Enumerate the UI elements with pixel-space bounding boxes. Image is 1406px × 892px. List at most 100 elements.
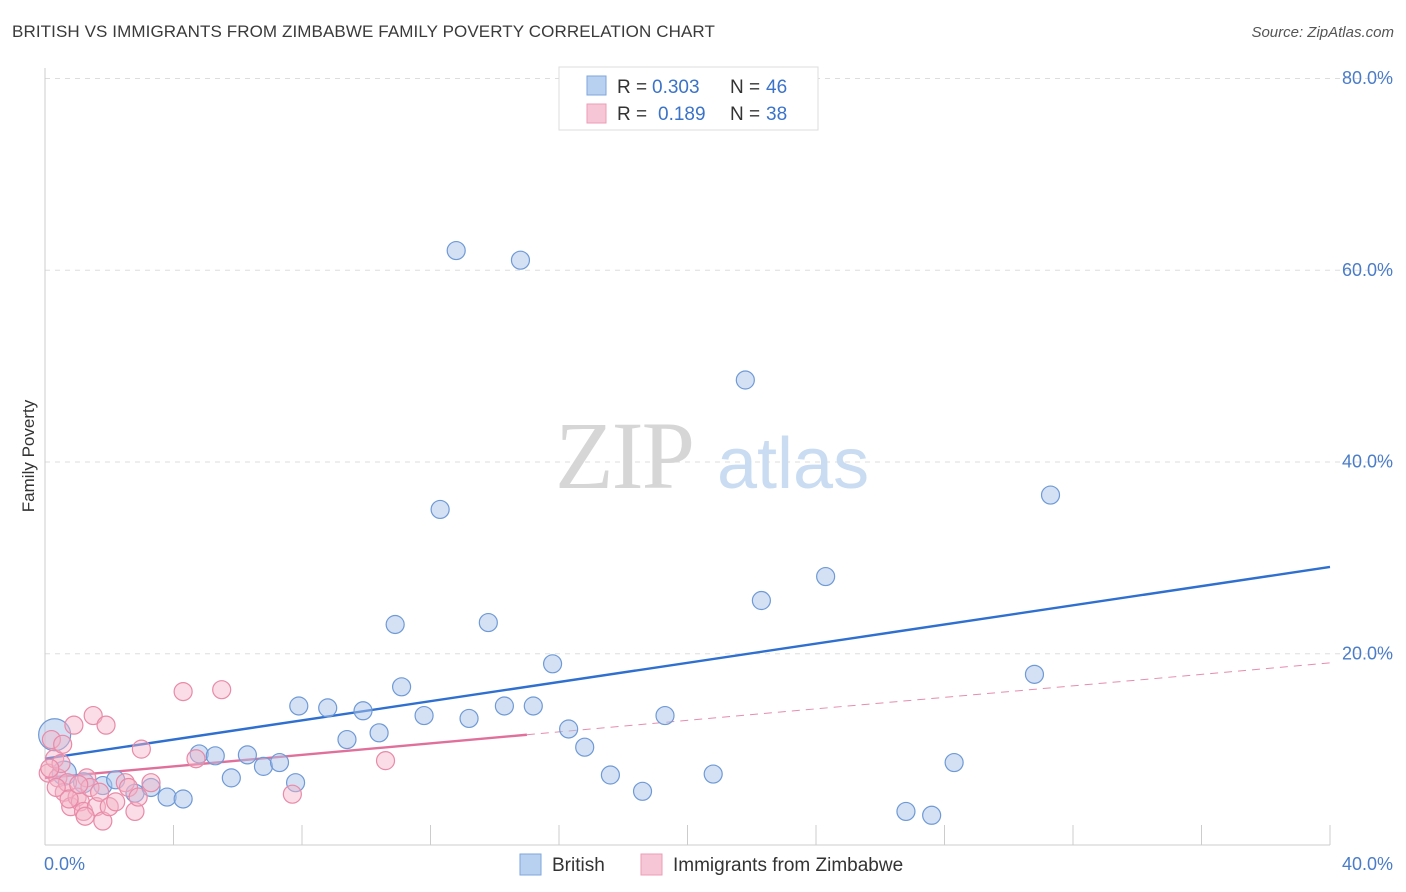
y-axis-label: Family Poverty [19,399,38,512]
british-point [221,768,241,788]
zimbabwe-point [61,797,81,817]
legend-british-n-value: 46 [766,77,787,98]
british-point [353,701,373,721]
british-point [735,370,755,390]
watermark-atlas: atlas [717,424,869,504]
zimbabwe-point [40,758,60,778]
zimbabwe-point [131,739,151,759]
zimbabwe-point [141,773,161,793]
zimbabwe-point [118,777,139,798]
british-point [318,698,338,718]
british-point [337,729,357,750]
british-point [816,566,836,587]
zimbabwe-point [106,792,126,812]
y-tick-label: 40.0% [1342,452,1393,472]
bottom-legend-british-swatch [519,853,542,876]
legend-zimbabwe-r-value: 0.189 [658,104,706,125]
british-point [944,752,964,773]
legend-british-n-label: N = [730,77,760,98]
legend-british-r-value: 0.303 [652,77,700,98]
british-point [896,801,916,822]
british-point [575,737,595,757]
british-point [446,240,466,261]
legend-box: R = 0.303 N = 46 R = 0.189 N = 38 [558,66,819,131]
british-point [385,614,405,635]
bottom-legend-zimbabwe-swatch [640,853,663,876]
legend-zimbabwe-n-value: 38 [766,104,787,125]
zimbabwe-point [128,787,148,807]
british-point [269,752,290,773]
british-point [459,708,479,729]
british-trend-line [44,565,1331,760]
british-point [523,696,543,716]
y-tick-label: 60.0% [1342,260,1393,280]
british-point [430,499,450,520]
zimbabwe-point [48,768,68,788]
british-point [157,787,177,807]
british-point [478,612,498,633]
british-point [205,746,225,766]
british-point [237,745,257,765]
legend-zimbabwe-n-label: N = [730,104,760,125]
zimbabwe-point [53,734,73,754]
zimbabwe-point [90,782,110,802]
british-point [510,250,531,270]
zimbabwe-point [173,681,193,702]
british-point [655,705,675,726]
bottom-legend-british-label: British [552,855,605,876]
chart-title: BRITISH VS IMMIGRANTS FROM ZIMBABWE FAMI… [12,22,715,41]
british-point [751,590,771,611]
zimbabwe-point [282,784,302,804]
zimbabwe-point [80,777,100,798]
zimbabwe-point [96,715,116,735]
british-point [391,677,412,697]
zimbabwe-point [125,801,145,822]
zimbabwe-trend-line-dashed [526,662,1331,736]
british-point [1024,664,1045,684]
british-point [253,756,274,776]
british-point [559,719,579,739]
british-point [632,781,653,801]
zimbabwe-point [69,774,89,795]
british-point [289,696,309,716]
legend-zimbabwe-swatch [586,103,607,124]
zimbabwe-point [186,749,206,769]
y-tick-label: 80.0% [1342,68,1393,88]
source-credit: Source: ZipAtlas.com [1251,24,1394,41]
bottom-legend: British Immigrants from Zimbabwe [519,853,903,876]
zimbabwe-point [93,811,113,831]
british-point [414,705,434,726]
watermark: ZIP atlas [555,402,869,509]
zimbabwe-point [51,753,71,774]
zimbabwe-point [41,729,62,750]
legend-british-r-label: R = [617,77,647,98]
data-points [38,240,1061,831]
tick-labels: 20.0% 40.0% 60.0% 80.0% 0.0% 40.0% [44,68,1393,874]
british-point [542,654,563,674]
zimbabwe-point [83,705,103,726]
x-tick-label: 40.0% [1342,854,1393,874]
zimbabwe-point [375,751,396,771]
legend-british-swatch [586,75,607,96]
y-tick-label: 20.0% [1342,643,1393,663]
british-point [600,765,621,785]
british-point [494,696,514,716]
zimbabwe-point [59,789,79,809]
zimbabwe-point [46,777,66,798]
grid-lines [45,78,1392,655]
zimbabwe-point [64,715,84,735]
british-point [173,789,193,809]
legend-zimbabwe-r-label: R = [617,104,647,125]
british-point [922,805,942,825]
british-point [1040,485,1061,505]
british-point [369,723,389,743]
trend-lines [44,565,1331,780]
zimbabwe-point [75,806,95,826]
x-tick-label: 0.0% [44,854,85,874]
british-point [285,773,306,793]
british-point [141,777,161,798]
bottom-legend-zimbabwe-label: Immigrants from Zimbabwe [673,855,903,876]
zimbabwe-point [212,680,232,700]
british-point [38,718,72,752]
